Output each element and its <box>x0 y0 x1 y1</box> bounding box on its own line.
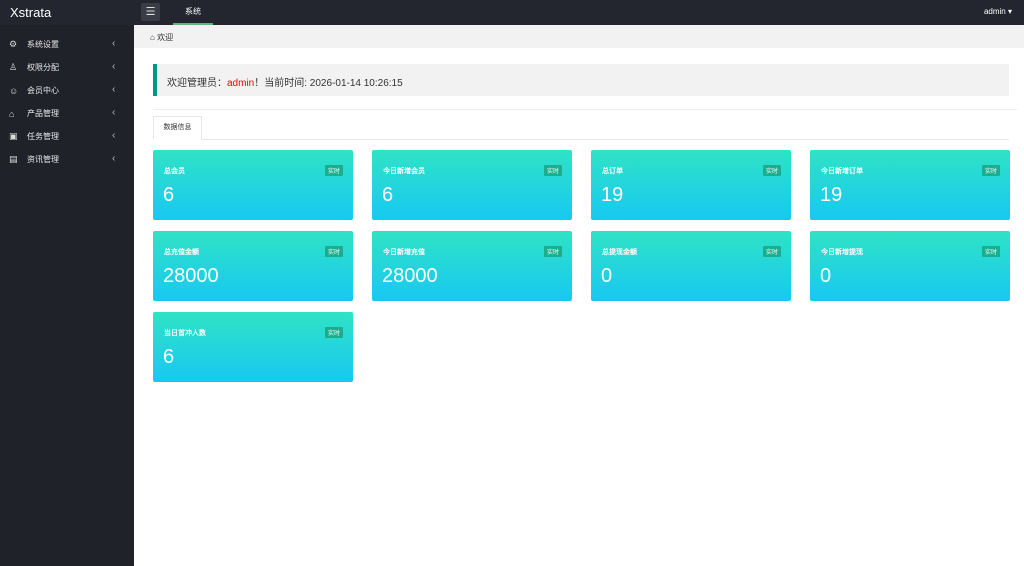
sidebar-item[interactable]: ⚙ 系统设置 ‹ <box>0 33 134 56</box>
news-icon: ▤ <box>9 154 18 164</box>
sidebar-item[interactable]: ♙ 权限分配 ‹ <box>0 56 134 79</box>
stat-title: 今日新增会员 <box>383 168 425 175</box>
task-icon: ▣ <box>9 131 18 141</box>
divider <box>153 109 1017 110</box>
stat-title: 今日新增订单 <box>821 168 863 175</box>
stat-card: 总充值金额 实时 28000 <box>153 231 353 301</box>
realtime-badge: 实时 <box>324 246 343 257</box>
stat-title: 今日新增充值 <box>383 249 425 256</box>
sidebar-item-label: 产品管理 <box>27 109 59 118</box>
tab-system[interactable]: 系统 <box>173 0 213 25</box>
chevron-left-icon: ‹ <box>112 61 116 72</box>
sidebar-item-label: 权限分配 <box>27 63 59 72</box>
home-icon[interactable]: ⌂ <box>150 33 155 42</box>
stat-title: 总订单 <box>602 168 623 175</box>
stat-value: 6 <box>382 184 394 206</box>
stat-value: 0 <box>601 265 613 287</box>
chevron-left-icon: ‹ <box>112 153 116 164</box>
sidebar-item[interactable]: ▤ 资讯管理 ‹ <box>0 148 134 171</box>
stat-value: 28000 <box>382 265 438 287</box>
users-icon: ♙ <box>9 62 18 72</box>
welcome-prefix: 欢迎管理员： <box>167 78 227 89</box>
stat-title: 总充值金额 <box>164 249 199 256</box>
stat-title: 总会员 <box>164 168 185 175</box>
stat-title: 总提现金额 <box>602 249 637 256</box>
realtime-badge: 实时 <box>324 327 343 338</box>
realtime-badge: 实时 <box>543 246 562 257</box>
sidebar-item[interactable]: ☺ 会员中心 ‹ <box>0 79 134 102</box>
sidebar-item-label: 系统设置 <box>27 40 59 49</box>
sidebar-item-label: 会员中心 <box>27 86 59 95</box>
stat-value: 28000 <box>163 265 219 287</box>
stat-title: 当日首冲人数 <box>164 330 206 337</box>
user-icon: ☺ <box>9 85 19 96</box>
sidebar-item-label: 资讯管理 <box>27 155 59 164</box>
realtime-badge: 实时 <box>324 165 343 176</box>
welcome-banner: 欢迎管理员：admin！当前时间: 2026-01-14 10:26:15 <box>153 64 1009 96</box>
stat-value: 0 <box>820 265 832 287</box>
menu-toggle-button[interactable]: ☰ <box>141 3 160 21</box>
stat-card: 当日首冲人数 实时 6 <box>153 312 353 382</box>
sidebar-item-label: 任务管理 <box>27 132 59 141</box>
sidebar-item[interactable]: ⌂ 产品管理 ‹ <box>0 102 134 125</box>
user-menu[interactable]: admin ▾ <box>983 7 1012 16</box>
gear-icon: ⚙ <box>9 39 18 49</box>
realtime-badge: 实时 <box>981 246 1000 257</box>
tab-data-info[interactable]: 数据信息 <box>153 116 202 140</box>
sidebar: ⚙ 系统设置 ‹ ♙ 权限分配 ‹ ☺ 会员中心 ‹ ⌂ 产品管理 ‹ ▣ 任务管理 ‹ ▤ 资讯管理 ‹ <box>0 25 134 566</box>
stat-value: 6 <box>163 184 175 206</box>
bank-icon: ⌂ <box>9 108 15 119</box>
current-time: ！当前时间: 2026-01-14 10:26:15 <box>254 78 403 89</box>
realtime-badge: 实时 <box>981 165 1000 176</box>
breadcrumb-welcome[interactable]: 欢迎 <box>157 33 174 42</box>
stat-value: 6 <box>163 346 175 368</box>
stat-value: 19 <box>601 184 624 206</box>
realtime-badge: 实时 <box>762 246 781 257</box>
chevron-left-icon: ‹ <box>112 38 116 49</box>
admin-name: admin <box>227 78 255 89</box>
stat-title: 今日新增提现 <box>821 249 863 256</box>
stat-card: 总订单 实时 19 <box>591 150 791 220</box>
stat-card: 今日新增会员 实时 6 <box>372 150 572 220</box>
chevron-left-icon: ‹ <box>112 84 116 95</box>
logo: Xstrata <box>10 5 52 20</box>
stat-value: 19 <box>820 184 843 206</box>
chevron-left-icon: ‹ <box>112 130 116 141</box>
breadcrumb: ⌂ 欢迎 <box>134 25 1024 48</box>
stat-card: 今日新增订单 实时 19 <box>810 150 1010 220</box>
sidebar-item[interactable]: ▣ 任务管理 ‹ <box>0 125 134 148</box>
top-bar: Xstrata ☰ 系统 admin ▾ <box>0 0 1024 25</box>
stat-card: 总会员 实时 6 <box>153 150 353 220</box>
chevron-left-icon: ‹ <box>112 107 116 118</box>
stat-card: 总提现金额 实时 0 <box>591 231 791 301</box>
realtime-badge: 实时 <box>762 165 781 176</box>
realtime-badge: 实时 <box>543 165 562 176</box>
stat-card: 今日新增提现 实时 0 <box>810 231 1010 301</box>
tab-bar <box>153 139 1009 140</box>
stat-card: 今日新增充值 实时 28000 <box>372 231 572 301</box>
